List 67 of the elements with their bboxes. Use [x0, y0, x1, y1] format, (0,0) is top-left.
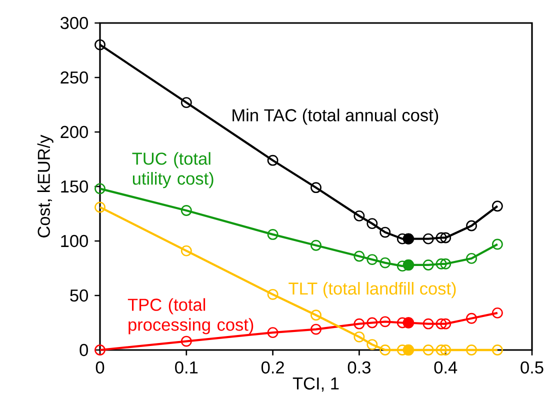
point	[422, 260, 434, 270]
point	[94, 202, 106, 213]
point	[180, 336, 192, 347]
point	[180, 97, 192, 108]
x-tick-label: 0.5	[520, 361, 544, 374]
point	[440, 258, 452, 270]
y-tick-label: 250	[60, 71, 88, 84]
point	[436, 232, 447, 244]
point	[492, 344, 503, 356]
point	[380, 344, 391, 356]
point	[366, 218, 378, 230]
series-label: TUC (total utility cost)	[132, 152, 214, 188]
point	[440, 344, 452, 356]
y-tick-label: 0	[80, 344, 88, 356]
y-tick-label: 100	[61, 234, 88, 248]
point	[180, 245, 192, 256]
point	[267, 154, 278, 166]
point	[366, 254, 378, 265]
y-axis-title: Cost, kEUR/y	[37, 134, 54, 238]
point	[354, 331, 365, 342]
y-tick-label: 300	[60, 16, 88, 30]
point	[492, 307, 503, 318]
x-tick-label: 0.4	[434, 361, 458, 374]
point	[422, 233, 434, 244]
point	[354, 318, 365, 330]
point	[380, 257, 391, 268]
series-label: TLT (total landfill cost)	[288, 282, 456, 298]
point	[436, 318, 447, 330]
x-tick-label: 0.1	[175, 361, 198, 374]
series-label: TPC (total processing cost)	[128, 298, 254, 334]
point	[366, 317, 378, 328]
x-tick-label: 0.3	[348, 361, 370, 374]
point	[380, 226, 391, 238]
point	[354, 210, 365, 222]
y-tick-label: 200	[60, 126, 88, 138]
point	[466, 252, 477, 264]
point	[94, 344, 106, 356]
point	[94, 39, 106, 50]
point	[422, 344, 434, 356]
point	[366, 339, 378, 350]
point	[440, 318, 452, 330]
y-tick-label: 50	[70, 289, 88, 302]
x-axis-title: TCI, 1	[292, 377, 339, 392]
series-label: Min TAC (total annual cost)	[232, 108, 438, 125]
point	[267, 288, 278, 300]
point	[310, 240, 322, 251]
point	[466, 344, 477, 356]
point	[354, 250, 365, 262]
point	[267, 228, 278, 240]
point	[492, 200, 503, 212]
point	[436, 344, 447, 356]
x-tick-label: 0	[96, 361, 104, 374]
point	[466, 312, 477, 324]
point	[440, 232, 452, 244]
point	[180, 205, 192, 216]
point	[310, 324, 322, 335]
x-tick-label: 0.2	[261, 361, 284, 374]
point	[492, 238, 503, 250]
point	[310, 310, 322, 321]
point	[267, 327, 278, 338]
point	[422, 318, 434, 330]
point	[436, 258, 447, 270]
point	[380, 316, 391, 328]
y-tick-label: 150	[61, 180, 88, 193]
point	[466, 220, 477, 232]
point	[310, 182, 322, 194]
point	[94, 183, 106, 194]
